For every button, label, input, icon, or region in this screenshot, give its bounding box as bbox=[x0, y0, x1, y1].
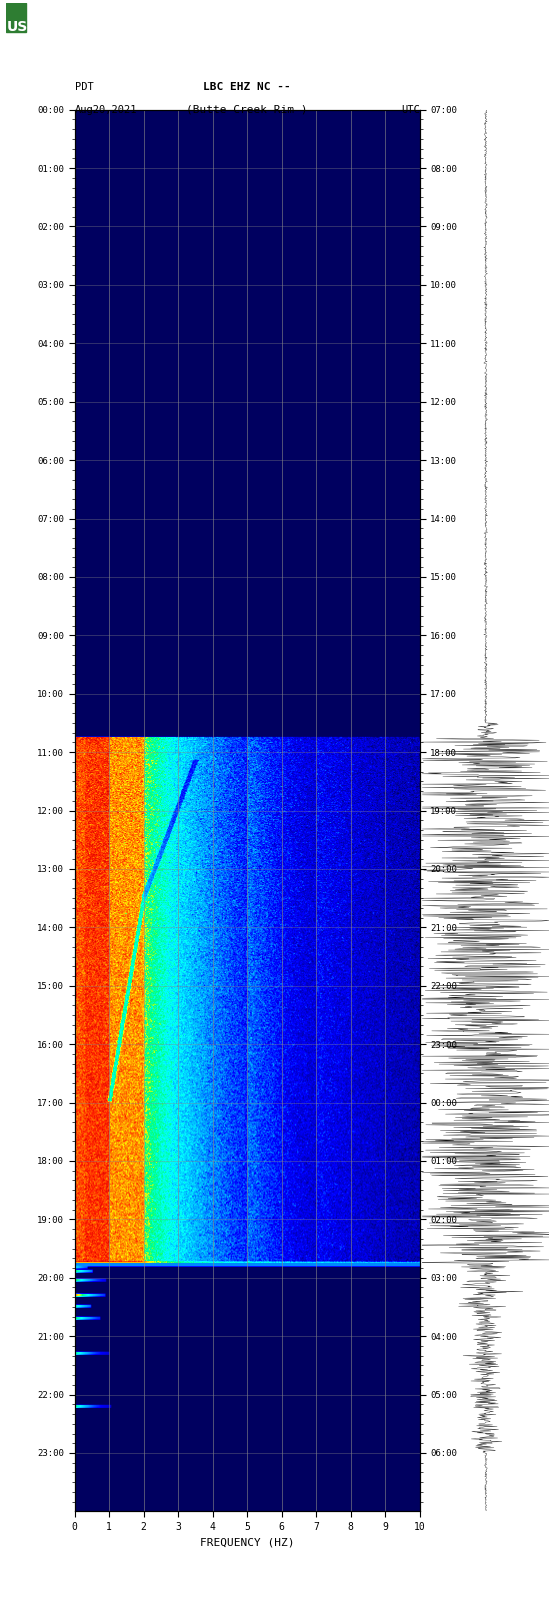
Text: (Butte Creek Rim ): (Butte Creek Rim ) bbox=[186, 105, 308, 115]
Bar bbox=[6, 3, 26, 32]
Text: Aug20,2021: Aug20,2021 bbox=[75, 105, 137, 115]
Text: PDT: PDT bbox=[75, 82, 93, 92]
Text: LBC EHZ NC --: LBC EHZ NC -- bbox=[203, 82, 291, 92]
X-axis label: FREQUENCY (HZ): FREQUENCY (HZ) bbox=[200, 1537, 294, 1547]
Text: UTC: UTC bbox=[401, 105, 420, 115]
Text: USGS: USGS bbox=[7, 21, 49, 34]
